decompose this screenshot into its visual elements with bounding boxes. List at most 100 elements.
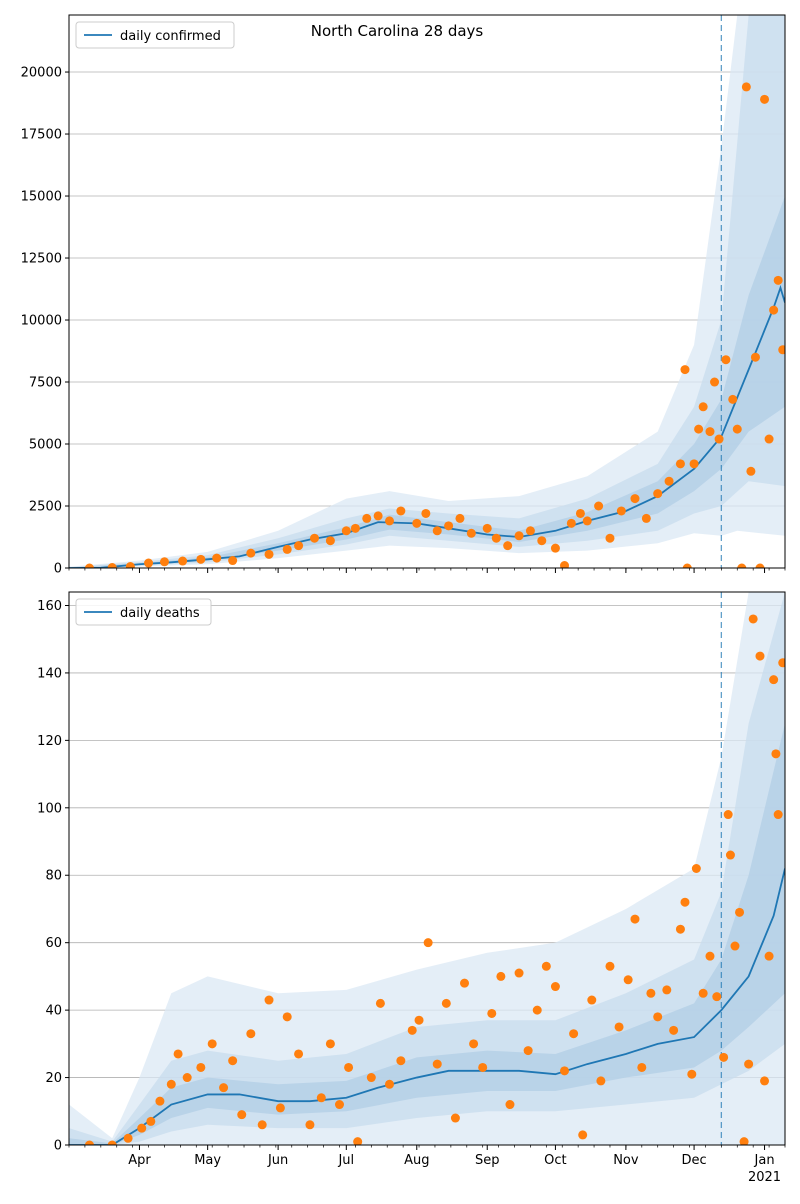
- x-tick-label: Jan: [754, 1153, 775, 1168]
- x-tick-label: Sep: [475, 1153, 500, 1168]
- data-point: [653, 1012, 663, 1022]
- legend-box: [75, 598, 212, 626]
- data-point: [662, 985, 672, 995]
- data-point: [178, 556, 188, 566]
- y-tick-label: 0: [54, 562, 62, 577]
- data-point: [264, 995, 274, 1005]
- data-point: [350, 523, 360, 533]
- data-point: [687, 1069, 697, 1079]
- data-point: [732, 424, 742, 434]
- data-point: [741, 82, 751, 92]
- data-point: [144, 558, 154, 568]
- data-point: [491, 533, 501, 543]
- y-tick-label: 40: [45, 1004, 62, 1019]
- data-point: [578, 1130, 588, 1140]
- data-point: [560, 1066, 570, 1076]
- x-tick-label: Dec: [682, 1153, 707, 1168]
- data-point: [560, 561, 570, 568]
- data-point: [466, 528, 476, 538]
- data-point: [523, 1046, 533, 1056]
- data-point: [182, 1073, 192, 1083]
- y-tick-label: 20: [45, 1071, 62, 1086]
- data-point: [414, 1015, 424, 1025]
- data-point: [582, 516, 592, 526]
- y-tick-label: 60: [45, 936, 62, 951]
- data-point: [432, 526, 442, 536]
- legend-label: daily deaths: [120, 606, 200, 621]
- data-point: [373, 511, 383, 521]
- data-point: [764, 434, 774, 444]
- data-point: [325, 536, 335, 546]
- data-point: [594, 501, 604, 511]
- data-point: [257, 1120, 267, 1130]
- data-point: [478, 1062, 488, 1072]
- data-point: [482, 523, 492, 533]
- data-point: [282, 1012, 292, 1022]
- data-point: [396, 506, 406, 516]
- x-tick-label: Nov: [613, 1153, 639, 1168]
- legend-box: [75, 21, 235, 49]
- data-point: [532, 1005, 542, 1015]
- data-point: [412, 518, 422, 528]
- y-tick-label: 10000: [21, 314, 62, 329]
- data-point: [680, 365, 690, 375]
- x-tick-label: May: [194, 1153, 221, 1168]
- data-point: [441, 998, 451, 1008]
- data-point: [107, 1140, 117, 1145]
- data-point: [744, 1059, 754, 1069]
- data-point: [362, 513, 372, 523]
- data-point: [421, 508, 431, 518]
- data-point: [237, 1110, 247, 1120]
- data-point: [630, 494, 640, 504]
- data-point: [698, 402, 708, 412]
- data-point: [725, 850, 735, 860]
- y-tick-label: 160: [37, 599, 62, 614]
- data-point: [623, 975, 633, 985]
- data-point: [460, 978, 470, 988]
- band-outer: [69, 15, 785, 568]
- data-point: [384, 1079, 394, 1089]
- data-point: [503, 541, 513, 551]
- data-point: [353, 1137, 363, 1145]
- plot-area-daily-deaths: [69, 592, 785, 1145]
- data-point: [728, 394, 738, 404]
- data-point: [407, 1025, 417, 1035]
- data-point: [755, 651, 765, 661]
- data-point: [432, 1059, 442, 1069]
- data-point: [694, 424, 704, 434]
- data-point: [746, 466, 756, 476]
- data-point: [146, 1116, 156, 1126]
- data-point: [721, 355, 731, 365]
- data-point: [196, 1062, 206, 1072]
- data-point: [778, 345, 785, 355]
- data-point: [735, 907, 745, 917]
- data-point: [723, 810, 733, 820]
- data-point: [550, 982, 560, 992]
- data-point: [641, 513, 651, 523]
- data-point: [550, 543, 560, 553]
- data-point: [566, 518, 576, 528]
- band-mid: [69, 592, 785, 1145]
- data-point: [710, 377, 720, 387]
- data-point: [769, 675, 779, 685]
- data-point: [541, 961, 551, 971]
- data-point: [309, 533, 319, 543]
- data-point: [155, 1096, 165, 1106]
- legend: daily deaths: [75, 598, 212, 626]
- data-point: [246, 548, 256, 558]
- data-point: [207, 1039, 217, 1049]
- data-point: [159, 557, 169, 567]
- data-point: [682, 563, 692, 568]
- data-point: [712, 992, 722, 1002]
- data-point: [730, 941, 740, 951]
- data-point: [778, 658, 785, 668]
- data-point: [705, 951, 715, 961]
- data-point: [505, 1100, 515, 1110]
- x-tick-label: Oct: [544, 1153, 566, 1168]
- legend-label: daily confirmed: [120, 29, 221, 44]
- data-point: [587, 995, 597, 1005]
- data-point: [275, 1103, 285, 1113]
- x-tick-label: Aug: [404, 1153, 429, 1168]
